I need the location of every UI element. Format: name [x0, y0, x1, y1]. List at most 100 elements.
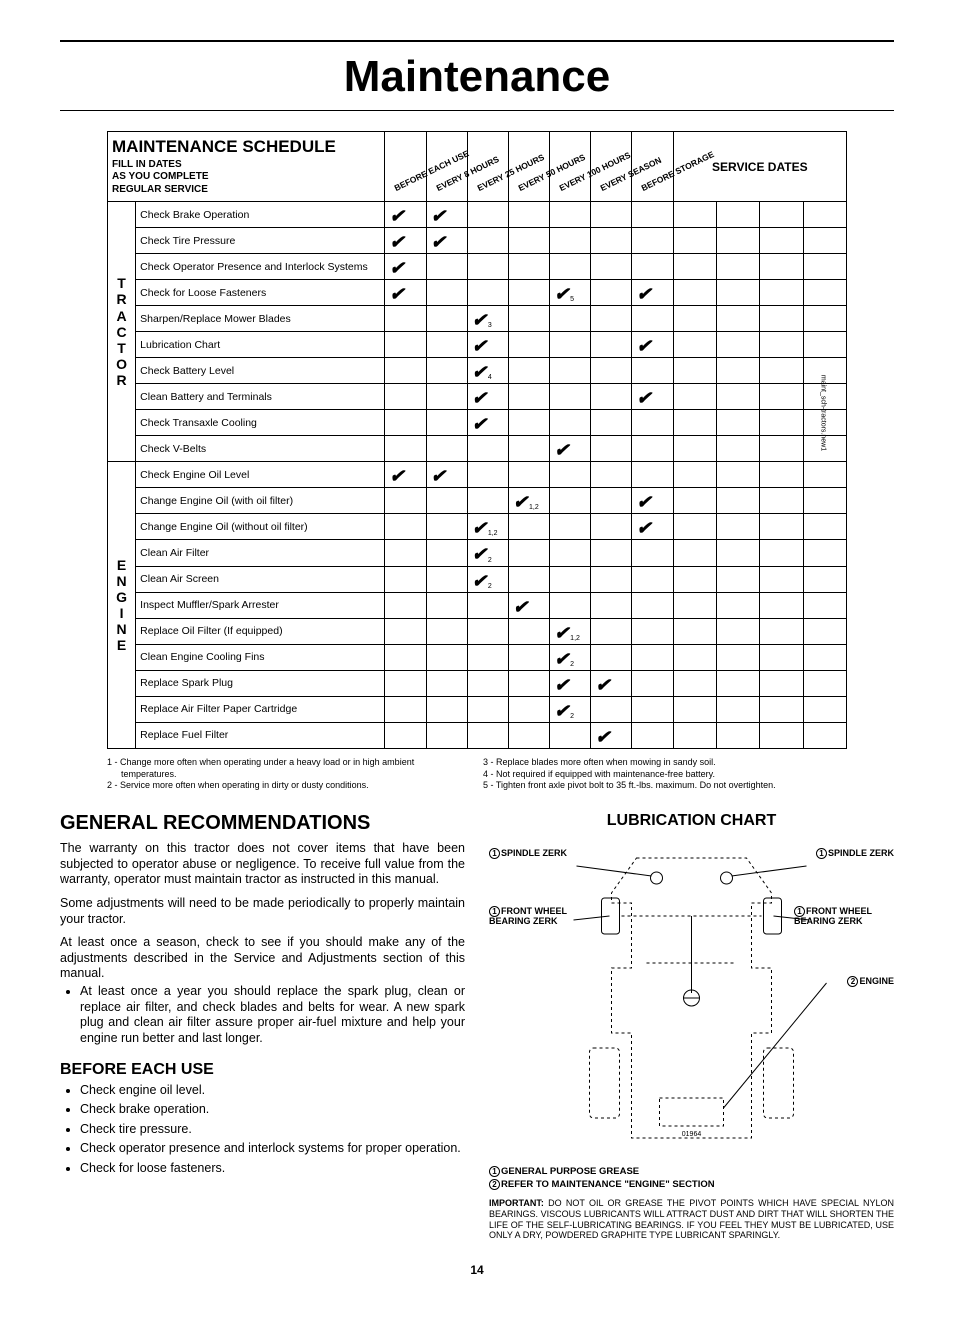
check-cell [385, 488, 426, 514]
service-date-cell [673, 592, 716, 618]
schedule-row: Check Battery Level✔4 [108, 358, 847, 384]
task-cell: Inspect Muffler/Spark Arrester [136, 592, 385, 618]
service-date-cell [673, 280, 716, 306]
check-cell [385, 540, 426, 566]
check-cell: ✔ [632, 332, 673, 358]
service-date-cell [673, 540, 716, 566]
service-dates-header: SERVICE DATES [673, 132, 846, 202]
check-cell [632, 670, 673, 696]
label-engine: 2ENGINE [847, 976, 894, 987]
service-date-cell [760, 696, 803, 722]
lube-key-2: 2REFER TO MAINTENANCE "ENGINE" SECTION [489, 1179, 894, 1190]
check-cell [591, 644, 632, 670]
before-each-use-heading: BEFORE EACH USE [60, 1061, 465, 1079]
task-cell: Change Engine Oil (without oil filter) [136, 514, 385, 540]
schedule-row: Lubrication Chart✔✔ [108, 332, 847, 358]
check-cell [632, 358, 673, 384]
check-cell [508, 280, 549, 306]
schedule-row: Replace Air Filter Paper Cartridge✔2 [108, 696, 847, 722]
season-bullet: At least once a year you should replace … [80, 984, 465, 1047]
check-cell [591, 254, 632, 280]
check-cell [632, 592, 673, 618]
check-cell [426, 566, 467, 592]
service-date-cell [803, 488, 846, 514]
service-date-cell [760, 384, 803, 410]
check-cell [591, 306, 632, 332]
footnote: 2 - Service more often when operating in… [107, 780, 471, 792]
service-date-cell [760, 566, 803, 592]
top-rule [60, 40, 894, 42]
check-cell [550, 202, 591, 228]
check-cell [508, 384, 549, 410]
task-cell: Replace Fuel Filter [136, 722, 385, 748]
check-cell [426, 540, 467, 566]
footnotes: 1 - Change more often when operating und… [107, 757, 847, 792]
service-date-cell [673, 488, 716, 514]
service-date-cell [760, 488, 803, 514]
service-date-cell [803, 644, 846, 670]
label-wheel-left: 1FRONT WHEEL BEARING ZERK [489, 906, 579, 927]
check-cell [426, 332, 467, 358]
service-date-cell [716, 618, 759, 644]
schedule-subtitle: FILL IN DATESAS YOU COMPLETEREGULAR SERV… [112, 159, 380, 197]
check-cell [591, 540, 632, 566]
check-cell [508, 540, 549, 566]
service-date-cell [803, 228, 846, 254]
check-cell: ✔ [385, 280, 426, 306]
service-date-cell [760, 358, 803, 384]
schedule-row: Check V-Belts✔ [108, 436, 847, 462]
check-cell [550, 410, 591, 436]
service-date-cell [803, 566, 846, 592]
general-recs-heading: GENERAL RECOMMENDATIONS [60, 812, 465, 835]
service-date-cell [716, 462, 759, 488]
service-date-cell [803, 202, 846, 228]
service-date-cell [760, 644, 803, 670]
check-cell [632, 722, 673, 748]
check-cell: ✔1,2 [467, 514, 508, 540]
service-date-cell [673, 436, 716, 462]
check-cell [426, 644, 467, 670]
check-cell [385, 384, 426, 410]
check-cell [426, 618, 467, 644]
check-cell [550, 254, 591, 280]
task-cell: Check Transaxle Cooling [136, 410, 385, 436]
general-para-2: Some adjustments will need to be made pe… [60, 896, 465, 927]
category-label: TRACTOR [108, 202, 136, 462]
service-date-cell [803, 540, 846, 566]
check-cell: ✔ [632, 488, 673, 514]
lube-key-1: 1GENERAL PURPOSE GREASE [489, 1166, 894, 1177]
check-cell: ✔ [426, 462, 467, 488]
service-date-cell [673, 228, 716, 254]
schedule-row: Change Engine Oil (without oil filter) ✔1… [108, 514, 847, 540]
check-cell: ✔1,2 [508, 488, 549, 514]
check-cell: ✔ [508, 592, 549, 618]
check-cell [467, 462, 508, 488]
task-cell: Clean Air Screen [136, 566, 385, 592]
service-date-cell [673, 696, 716, 722]
check-cell [550, 358, 591, 384]
check-cell: ✔ [591, 722, 632, 748]
interval-header: BEFORE EACH USE [385, 132, 426, 202]
footnotes-left: 1 - Change more often when operating und… [107, 757, 471, 792]
check-cell [508, 254, 549, 280]
check-cell: ✔2 [550, 644, 591, 670]
maintenance-schedule-table: MAINTENANCE SCHEDULE FILL IN DATESAS YOU… [107, 131, 847, 749]
check-cell [385, 514, 426, 540]
check-cell: ✔ [467, 384, 508, 410]
footnote: 5 - Tighten front axle pivot bolt to 35 … [483, 780, 847, 792]
service-date-cell [760, 254, 803, 280]
diagram-id: 01964 [682, 1131, 702, 1138]
check-cell [426, 696, 467, 722]
service-date-cell [673, 254, 716, 280]
check-cell [426, 488, 467, 514]
left-column: GENERAL RECOMMENDATIONS The warranty on … [60, 812, 465, 1241]
check-cell [426, 254, 467, 280]
check-cell: ✔ [385, 462, 426, 488]
check-cell [508, 644, 549, 670]
check-cell [550, 488, 591, 514]
tractor-diagram-svg: 01964 [489, 838, 894, 1158]
task-cell: Replace Air Filter Paper Cartridge [136, 696, 385, 722]
check-cell [508, 722, 549, 748]
check-cell: ✔3 [467, 306, 508, 332]
schedule-row: Clean Engine Cooling Fins✔2 [108, 644, 847, 670]
